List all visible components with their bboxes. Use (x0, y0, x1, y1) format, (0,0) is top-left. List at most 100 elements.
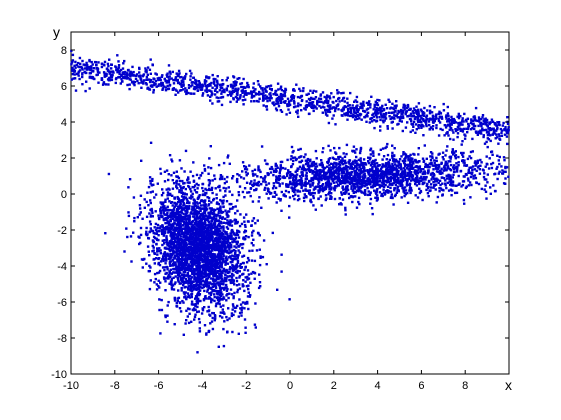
scatter-point (182, 270, 185, 274)
scatter-point (214, 88, 217, 91)
scatter-point (359, 106, 362, 110)
scatter-point (353, 100, 356, 103)
scatter-point (212, 82, 216, 85)
scatter-point (205, 241, 208, 245)
scatter-point (201, 254, 204, 258)
scatter-point (81, 72, 84, 75)
scatter-point (338, 203, 341, 206)
scatter-point (141, 75, 144, 78)
scatter-point (297, 102, 300, 105)
scatter-point (209, 215, 212, 218)
scatter-point (354, 111, 358, 115)
scatter-point (396, 116, 399, 119)
scatter-point (312, 164, 315, 167)
scatter-point (222, 186, 225, 190)
scatter-point (320, 100, 323, 104)
scatter-point (84, 67, 87, 70)
scatter-point (216, 100, 219, 103)
scatter-point (466, 177, 470, 180)
scatter-point (162, 218, 165, 221)
scatter-point (503, 133, 507, 136)
scatter-point (274, 91, 277, 95)
scatter-point (334, 123, 337, 126)
scatter-point (224, 209, 227, 212)
scatter-point (218, 177, 222, 181)
scatter-point (163, 205, 166, 208)
scatter-point (231, 330, 234, 334)
scatter-point (143, 206, 146, 209)
scatter-point (242, 177, 246, 180)
scatter-point (155, 85, 158, 88)
scatter-point (193, 92, 196, 95)
scatter-point (169, 223, 172, 226)
scatter-point (201, 260, 204, 264)
scatter-point (240, 266, 243, 269)
scatter-point (172, 271, 175, 274)
scatter-point (216, 248, 220, 252)
scatter-point (401, 115, 405, 118)
scatter-point (250, 96, 253, 99)
scatter-point (205, 279, 208, 282)
data-points (70, 49, 510, 354)
scatter-point (119, 82, 122, 85)
scatter-point (278, 99, 281, 102)
scatter-point (206, 244, 209, 247)
scatter-point (229, 243, 233, 247)
scatter-point (179, 282, 183, 285)
scatter-point (452, 131, 455, 134)
scatter-point (198, 255, 202, 258)
scatter-point (378, 180, 382, 183)
scatter-point (194, 229, 198, 233)
scatter-point (194, 295, 198, 298)
scatter-point (74, 66, 77, 69)
scatter-point (210, 92, 214, 95)
scatter-point (375, 116, 379, 119)
scatter-point (238, 274, 242, 278)
scatter-point (199, 274, 202, 278)
scatter-point (277, 105, 281, 108)
scatter-point (216, 202, 219, 205)
scatter-point (185, 205, 188, 208)
scatter-point (197, 183, 200, 187)
scatter-point (170, 77, 173, 80)
scatter-point (211, 235, 214, 239)
scatter-point (185, 193, 188, 196)
scatter-point (181, 256, 184, 259)
scatter-point (174, 261, 177, 264)
scatter-point (416, 172, 419, 175)
scatter-point (195, 261, 199, 265)
scatter-point (279, 99, 282, 103)
scatter-point (234, 264, 238, 267)
scatter-point (141, 266, 144, 269)
scatter-point (228, 224, 232, 227)
scatter-point (186, 178, 189, 181)
scatter-point (380, 192, 384, 196)
scatter-point (232, 81, 235, 84)
scatter-point (77, 70, 81, 73)
scatter-point (214, 317, 217, 320)
scatter-point (225, 283, 228, 287)
scatter-point (211, 327, 215, 331)
scatter-point (216, 233, 219, 237)
scatter-point (218, 266, 221, 269)
scatter-point (196, 237, 199, 240)
scatter-point (205, 231, 209, 234)
scatter-point (149, 72, 152, 75)
scatter-point (194, 245, 197, 248)
scatter-point (140, 86, 143, 89)
scatter-point (400, 116, 403, 120)
scatter-point (205, 272, 208, 276)
scatter-point (330, 92, 333, 95)
scatter-point (180, 84, 183, 87)
scatter-point (280, 253, 283, 256)
scatter-point (454, 121, 458, 124)
scatter-point (205, 247, 208, 251)
scatter-point (220, 236, 223, 240)
scatter-point (265, 183, 268, 187)
scatter-point (159, 78, 162, 81)
scatter-point (117, 76, 120, 79)
scatter-point (140, 80, 144, 83)
scatter-point (220, 257, 224, 260)
scatter-point (368, 121, 371, 124)
scatter-point (244, 302, 247, 305)
